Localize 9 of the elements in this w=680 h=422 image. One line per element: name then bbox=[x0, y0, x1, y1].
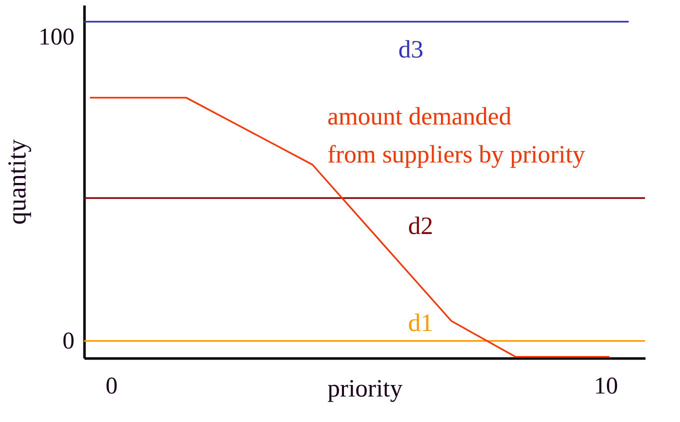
series-label: d2 bbox=[408, 213, 434, 240]
series-label: d3 bbox=[398, 36, 424, 64]
y-tick-label: 100 bbox=[38, 24, 74, 50]
x-tick-label: 10 bbox=[594, 374, 618, 400]
line-series bbox=[89, 96, 610, 358]
series-label: amount demanded from suppliers by priority bbox=[327, 104, 586, 169]
x-axis-title: priority bbox=[328, 376, 403, 402]
series-label: d1 bbox=[408, 310, 434, 337]
y-axis-title: quantity bbox=[2, 139, 32, 225]
